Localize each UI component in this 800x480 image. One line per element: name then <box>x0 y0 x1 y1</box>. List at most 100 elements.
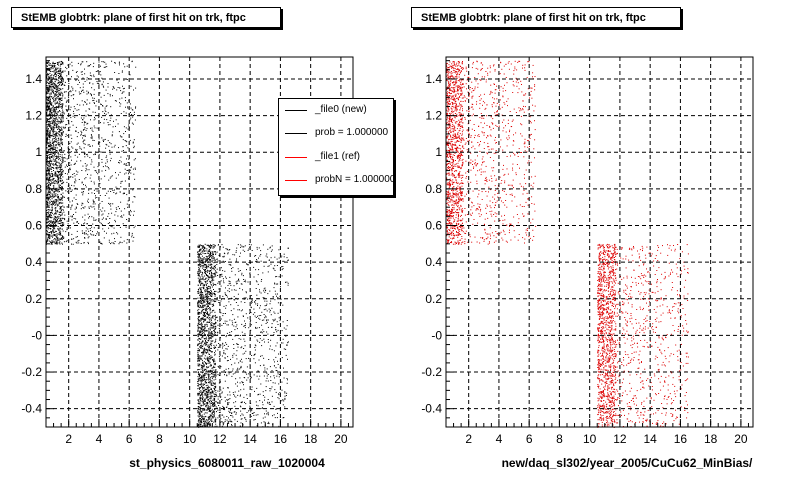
data-point <box>199 379 201 381</box>
data-point <box>64 126 66 128</box>
data-point <box>201 351 203 353</box>
data-point <box>223 280 224 282</box>
data-point <box>203 250 205 252</box>
data-point <box>81 133 82 135</box>
data-point <box>205 281 206 283</box>
data-point <box>206 290 208 292</box>
data-point <box>50 110 52 111</box>
data-point <box>227 403 229 405</box>
data-point <box>201 335 203 337</box>
data-point <box>212 376 214 378</box>
data-point <box>61 133 62 135</box>
data-point <box>50 215 52 217</box>
data-point <box>262 329 264 331</box>
data-point <box>61 132 63 134</box>
data-point <box>119 64 120 66</box>
data-point <box>241 283 243 285</box>
data-point <box>215 387 217 388</box>
data-point <box>115 172 116 174</box>
data-point <box>82 141 84 143</box>
data-point <box>53 124 55 126</box>
data-point <box>85 170 87 172</box>
data-point <box>214 266 216 268</box>
data-point <box>204 330 206 332</box>
data-point <box>261 332 263 334</box>
data-point <box>212 414 214 416</box>
data-point <box>123 240 125 242</box>
data-point <box>264 315 266 317</box>
data-point <box>54 93 56 95</box>
data-point <box>50 143 52 145</box>
data-point <box>204 334 206 336</box>
data-point <box>210 303 212 305</box>
data-point <box>54 207 56 209</box>
data-point <box>212 367 214 369</box>
data-point <box>107 223 109 224</box>
data-point <box>201 310 203 312</box>
data-point <box>221 355 223 357</box>
data-point <box>205 397 207 399</box>
data-point <box>210 295 211 297</box>
data-point <box>120 182 122 184</box>
data-point <box>254 336 256 338</box>
data-point <box>76 173 78 175</box>
data-point <box>76 160 78 162</box>
data-point <box>124 163 126 165</box>
data-point <box>49 140 51 142</box>
data-point <box>266 319 268 321</box>
data-point <box>204 409 206 411</box>
data-point <box>205 385 207 387</box>
data-point <box>231 289 233 291</box>
data-point <box>230 284 232 286</box>
data-point <box>56 168 58 170</box>
data-point <box>50 224 52 226</box>
data-point <box>47 99 49 101</box>
data-point <box>212 416 214 418</box>
data-point <box>99 195 101 196</box>
data-point <box>214 315 216 317</box>
data-point <box>239 368 241 370</box>
data-point <box>89 82 91 84</box>
data-point <box>61 223 63 225</box>
data-point <box>198 406 200 408</box>
data-point <box>209 418 211 420</box>
data-point <box>206 403 208 405</box>
data-point <box>105 218 107 220</box>
data-point <box>105 105 107 107</box>
data-point <box>234 329 236 331</box>
data-point <box>211 277 212 279</box>
data-point <box>268 359 270 360</box>
data-point <box>91 95 92 97</box>
data-point <box>108 168 110 170</box>
data-point <box>60 210 62 212</box>
data-point <box>53 82 55 84</box>
data-point <box>202 370 204 371</box>
data-point <box>198 270 200 272</box>
data-point <box>213 273 215 275</box>
data-point <box>232 354 234 356</box>
data-point <box>77 240 79 242</box>
data-point <box>203 264 205 265</box>
data-point <box>198 402 200 404</box>
data-point <box>85 110 87 112</box>
data-point <box>201 275 203 277</box>
data-point <box>208 339 210 341</box>
data-point <box>198 255 200 256</box>
data-point <box>201 327 203 329</box>
data-point <box>197 371 199 373</box>
data-point <box>76 75 78 77</box>
data-point <box>225 294 227 296</box>
data-point <box>71 61 73 63</box>
data-point <box>61 107 63 109</box>
data-point <box>204 296 206 298</box>
data-point <box>49 175 51 177</box>
data-point <box>57 102 59 104</box>
data-point <box>51 193 53 195</box>
data-point <box>210 276 212 278</box>
data-point <box>221 275 223 277</box>
data-point <box>208 251 210 253</box>
data-point <box>242 309 243 311</box>
data-point <box>57 72 59 74</box>
data-point <box>205 373 207 374</box>
data-point <box>209 286 211 288</box>
